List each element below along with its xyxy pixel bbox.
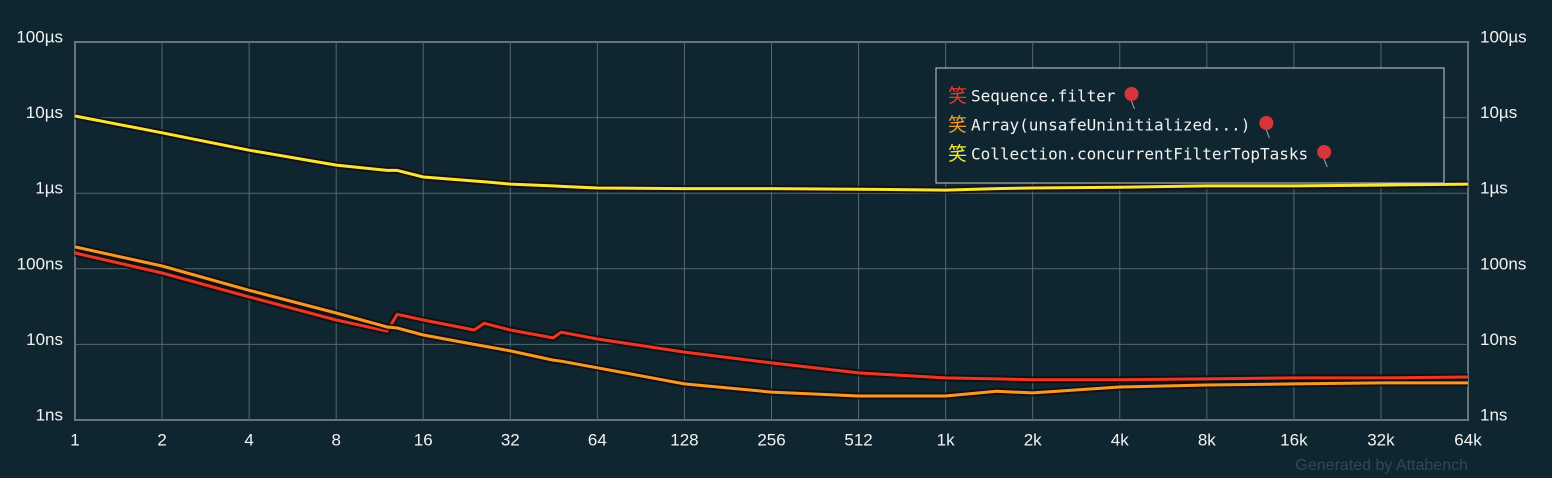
- y-tick-label-right: 100µs: [1480, 27, 1527, 46]
- y-tick-label: 1ns: [36, 405, 63, 424]
- series-line: [74, 114, 1469, 192]
- x-tick-label: 256: [757, 430, 785, 449]
- x-tick-label: 1: [70, 430, 79, 449]
- x-tick-label: 4: [244, 430, 253, 449]
- x-tick-label: 32: [501, 430, 520, 449]
- lines: [74, 112, 1469, 400]
- series-line: [74, 251, 1469, 382]
- y-tick-label: 100µs: [16, 27, 63, 46]
- legend-label: Collection.concurrentFilterTopTasks: [971, 145, 1308, 164]
- x-tick-label: 1k: [937, 430, 955, 449]
- y-tick-label-right: 1ns: [1480, 405, 1507, 424]
- x-tick-label: 2: [157, 430, 166, 449]
- x-tick-label: 64k: [1454, 430, 1482, 449]
- legend-marker: 笑: [948, 85, 967, 107]
- legend-balloon: [1259, 116, 1274, 130]
- legend-balloon-string: [1265, 129, 1270, 139]
- legend-label: Array(unsafeUninitialized...): [971, 116, 1250, 135]
- y-tick-label-right: 1µs: [1480, 179, 1508, 198]
- legend-balloon: [1317, 145, 1332, 159]
- y-tick-label: 100ns: [17, 254, 63, 273]
- y-tick-label: 10ns: [26, 330, 63, 349]
- x-tick-label: 512: [844, 430, 872, 449]
- x-tick-label: 2k: [1024, 430, 1042, 449]
- x-tick-label: 16k: [1280, 430, 1308, 449]
- y-tick-label: 1µs: [35, 179, 63, 198]
- legend-balloon-string: [1323, 158, 1328, 168]
- footer: Generated by Attabench: [1295, 457, 1468, 474]
- legend-marker: 笑: [948, 114, 967, 136]
- legend-balloon-string: [1131, 100, 1135, 110]
- x-tick-label: 128: [670, 430, 698, 449]
- y-tick-label-right: 10ns: [1480, 330, 1517, 349]
- y-tick-label-right: 100ns: [1480, 254, 1526, 273]
- legend-marker: 笑: [948, 143, 967, 165]
- legend-label: Sequence.filter: [971, 87, 1116, 106]
- x-tick-label: 64: [588, 430, 607, 449]
- x-tick-label: 8k: [1198, 430, 1216, 449]
- y-tick-label: 10µs: [26, 103, 63, 122]
- x-tick-label: 4k: [1111, 430, 1129, 449]
- x-tick-label: 16: [414, 430, 433, 449]
- series-line: [74, 245, 1468, 398]
- y-tick-label-right: 10µs: [1480, 103, 1517, 122]
- legend-balloon: [1124, 87, 1139, 101]
- legend-box: [935, 67, 1445, 184]
- x-tick-label: 32k: [1367, 430, 1395, 449]
- x-tick-label: 8: [331, 430, 340, 449]
